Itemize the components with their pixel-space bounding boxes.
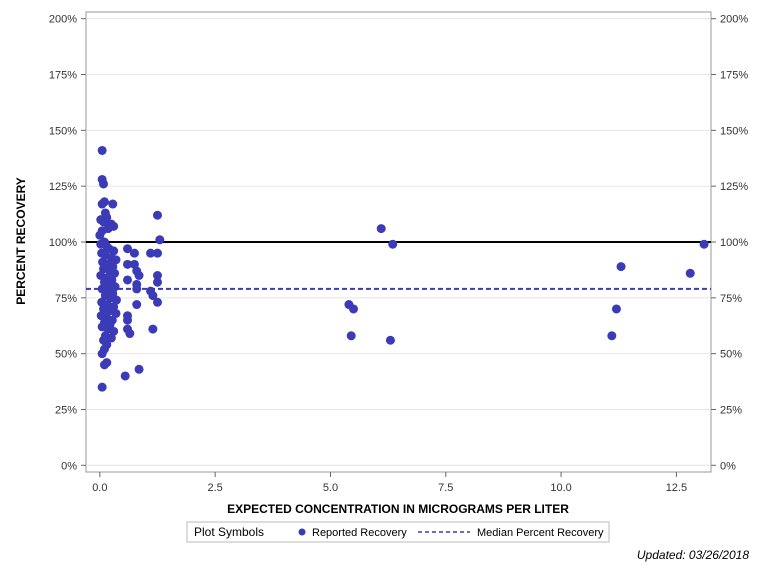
data-point [99, 360, 109, 370]
x-tick-label: 10.0 [550, 482, 571, 494]
y-tick-label-right: 50% [720, 349, 742, 361]
y-tick-label-left: 175% [49, 70, 77, 82]
x-tick-label: 2.5 [208, 482, 223, 494]
data-point [376, 224, 386, 234]
data-point [146, 248, 156, 258]
data-point [148, 324, 158, 334]
legend-marker-reported [298, 528, 306, 536]
x-tick-label: 0.0 [92, 482, 107, 494]
data-point [385, 335, 395, 345]
legend: Plot Symbols Reported Recovery Median Pe… [186, 521, 610, 543]
y-tick-label-left: 0% [61, 460, 77, 472]
gridlines [86, 18, 711, 466]
data-point [152, 210, 162, 220]
y-tick-label-right: 25% [720, 404, 742, 416]
y-tick-label-right: 0% [720, 460, 736, 472]
y-tick-label-right: 125% [720, 181, 748, 193]
y-tick-label-left: 50% [55, 349, 77, 361]
data-point [155, 235, 165, 245]
data-point [123, 275, 133, 285]
data-point [95, 230, 105, 240]
y-tick-label-right: 100% [720, 237, 748, 249]
data-point [152, 297, 162, 307]
data-point [97, 145, 107, 155]
legend-label-reported: Reported Recovery [312, 527, 407, 539]
data-points [95, 145, 709, 392]
data-point [132, 284, 142, 294]
data-point [99, 179, 109, 189]
data-point [106, 333, 116, 343]
data-point [99, 197, 109, 207]
data-point [111, 308, 121, 318]
data-point [132, 300, 142, 310]
data-point [699, 239, 709, 249]
x-tick-label: 7.5 [438, 482, 453, 494]
data-point [349, 304, 359, 314]
data-point [97, 349, 107, 359]
y-axis-title: PERCENT RECOVERY [14, 177, 28, 305]
y-tick-label-left: 200% [49, 14, 77, 26]
y-tick-label-left: 75% [55, 293, 77, 305]
data-point [123, 315, 133, 325]
y-tick-label-right: 150% [720, 125, 748, 137]
y-tick-label-left: 150% [49, 125, 77, 137]
data-point [148, 291, 158, 301]
data-point [108, 199, 118, 209]
y-tick-label-left: 25% [55, 404, 77, 416]
axes: 0% 0% 25% 25% 50% 50% 75% 75% 100% 100% 125% 125% 15… [49, 14, 748, 494]
data-point [123, 259, 133, 269]
data-point [123, 244, 133, 254]
y-tick-label-left: 125% [49, 181, 77, 193]
data-point [616, 262, 626, 272]
data-point [611, 304, 621, 314]
legend-label-median: Median Percent Recovery [477, 527, 604, 539]
data-point [685, 268, 695, 278]
x-tick-label: 12.5 [666, 482, 687, 494]
legend-box [186, 521, 610, 543]
legend-title: Plot Symbols [194, 525, 264, 539]
data-point [120, 371, 130, 381]
data-point [346, 331, 356, 341]
x-tick-label: 5.0 [323, 482, 338, 494]
y-tick-label-left: 100% [49, 237, 77, 249]
x-axis-title: EXPECTED CONCENTRATION IN MICROGRAMS PER… [227, 502, 569, 516]
updated-date: Updated: 03/26/2018 [636, 548, 749, 562]
data-point [152, 277, 162, 287]
data-point [388, 239, 398, 249]
reference-lines [86, 241, 711, 290]
data-point [97, 382, 107, 392]
data-point [111, 255, 121, 265]
data-point [152, 248, 162, 258]
data-point [607, 331, 617, 341]
data-point [134, 364, 144, 374]
data-point [134, 270, 144, 280]
y-tick-label-right: 75% [720, 293, 742, 305]
y-tick-label-right: 175% [720, 70, 748, 82]
data-point [152, 270, 162, 280]
data-point [99, 217, 109, 227]
data-point [129, 248, 139, 258]
y-tick-label-right: 200% [720, 14, 748, 26]
data-point [125, 329, 135, 339]
